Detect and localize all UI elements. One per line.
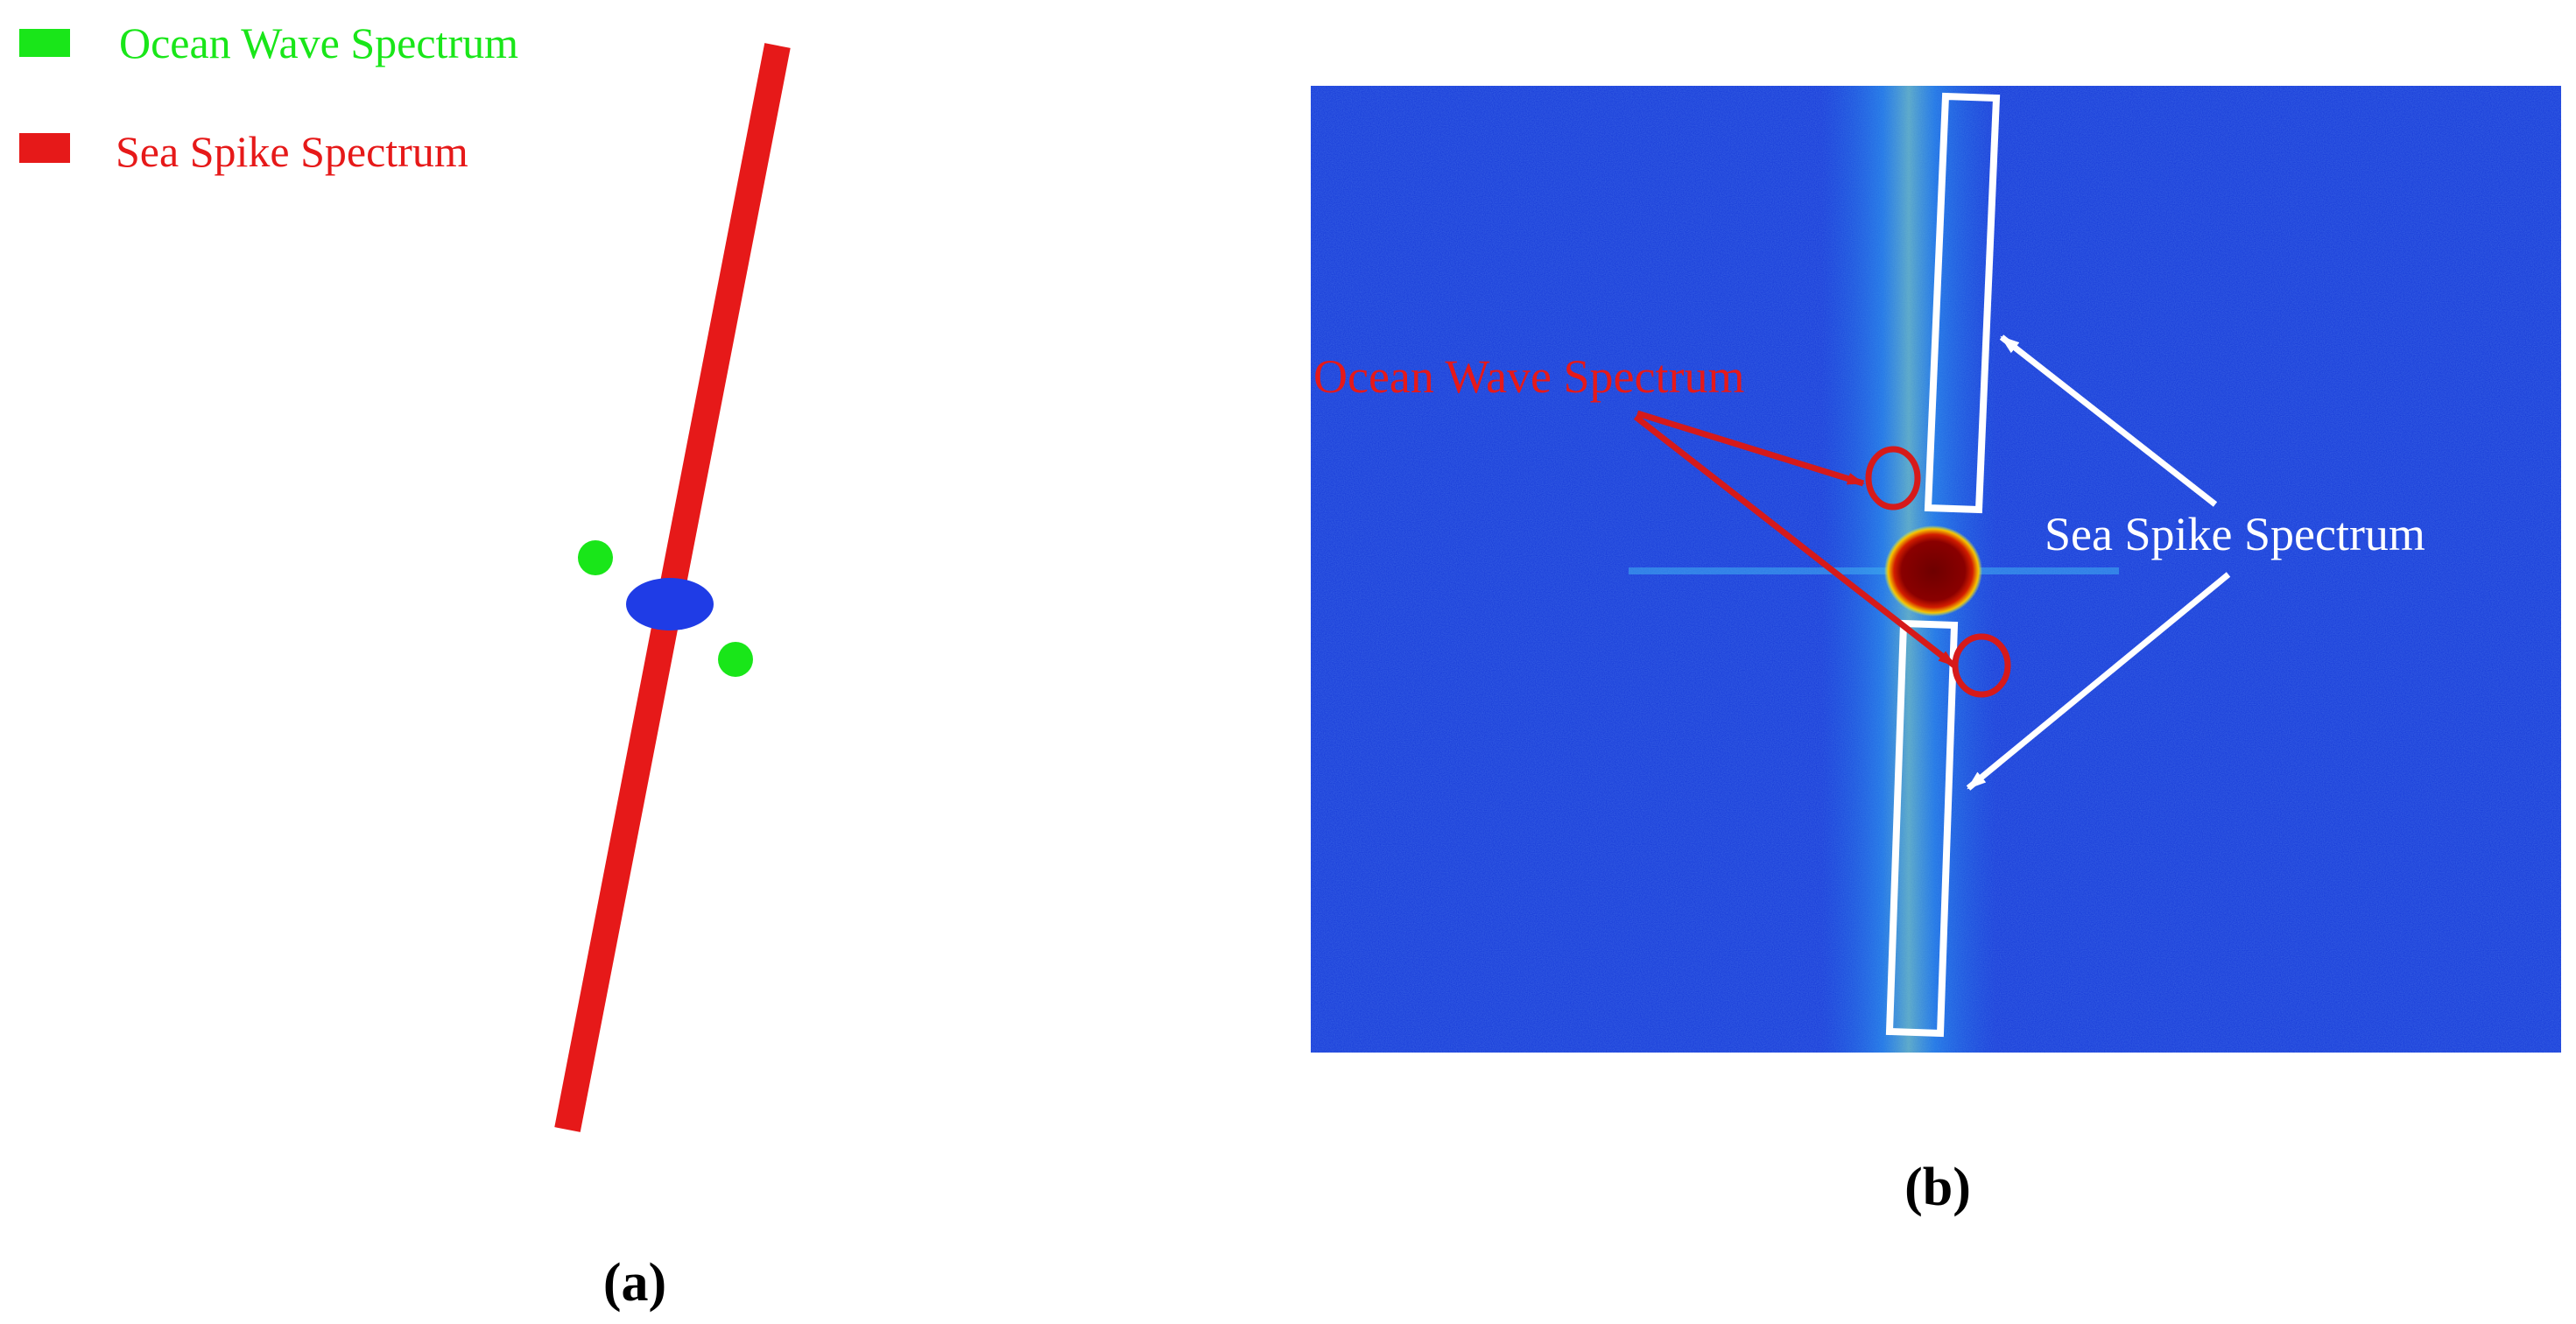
ocean-wave-arrow-lower: [1633, 414, 1957, 668]
sea-spike-arrow-upper: [1999, 335, 2218, 507]
spectrum-core: [1884, 525, 1982, 616]
sea-spike-box-lower: [1885, 619, 1959, 1038]
sea-spike-box-upper: [1924, 92, 2001, 514]
ocean-wave-dot-lower: [718, 642, 753, 677]
legend-label-ocean-wave: Ocean Wave Spectrum: [119, 18, 518, 67]
legend: Ocean Wave Spectrum Sea Spike Spectrum: [19, 18, 518, 176]
panel-a: Ocean Wave Spectrum Sea Spike Spectrum (…: [19, 18, 791, 1313]
spectrum-horizontal-line: [1629, 567, 2119, 574]
ocean-wave-dot-upper: [578, 540, 613, 575]
panel-b: Ocean Wave Spectrum Sea Spike Spectrum (…: [1311, 86, 2561, 1217]
legend-label-sea-spike: Sea Spike Spectrum: [116, 127, 468, 176]
caption-b: (b): [1904, 1158, 1971, 1217]
sea-spike-arrow-lower: [1966, 572, 2231, 791]
sea-spike-label: Sea Spike Spectrum: [2045, 508, 2425, 560]
caption-a: (a): [603, 1253, 666, 1313]
ocean-wave-arrow-upper: [1636, 410, 1865, 487]
ocean-wave-label: Ocean Wave Spectrum: [1313, 350, 1744, 403]
legend-swatch-sea-spike: [19, 133, 70, 163]
center-ellipse: [626, 578, 714, 630]
ocean-wave-circle-upper: [1865, 446, 1921, 511]
legend-swatch-ocean-wave: [19, 29, 70, 57]
